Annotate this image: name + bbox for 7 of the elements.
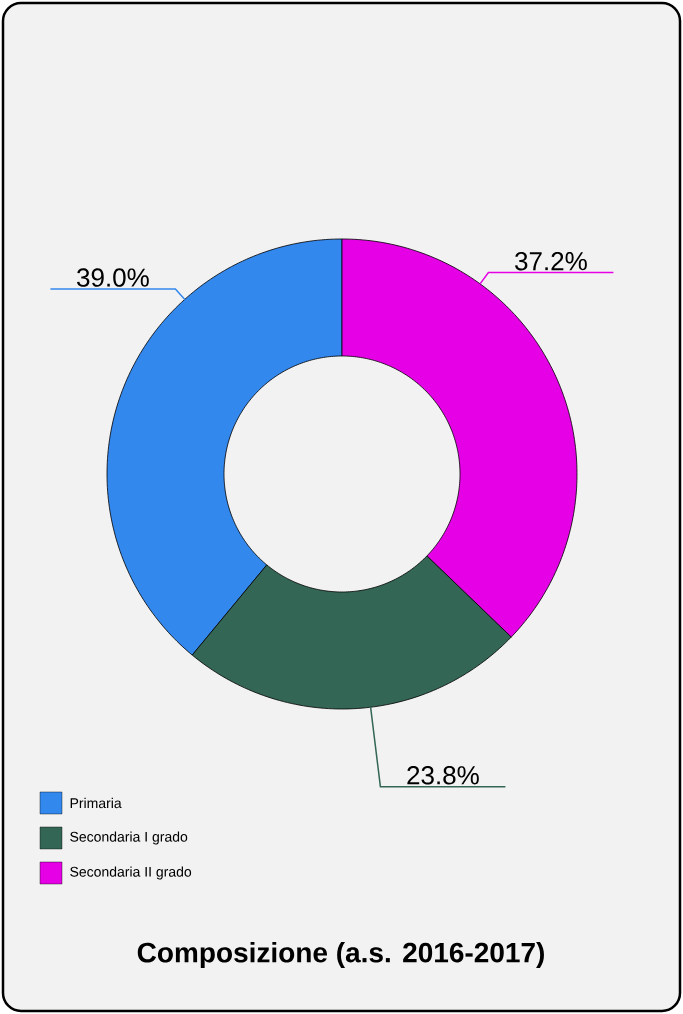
data-label: 37.2% (515, 251, 587, 271)
data-label: 39.0% (77, 268, 149, 287)
legend-label: Primaria (70, 797, 122, 809)
data-label: 23.8% (407, 766, 479, 785)
legend-label: Secondaria I grado (70, 831, 188, 845)
legend-label: Secondaria II grado (70, 866, 192, 880)
text: Composizione (a.s. 2016-2017) (137, 941, 544, 969)
